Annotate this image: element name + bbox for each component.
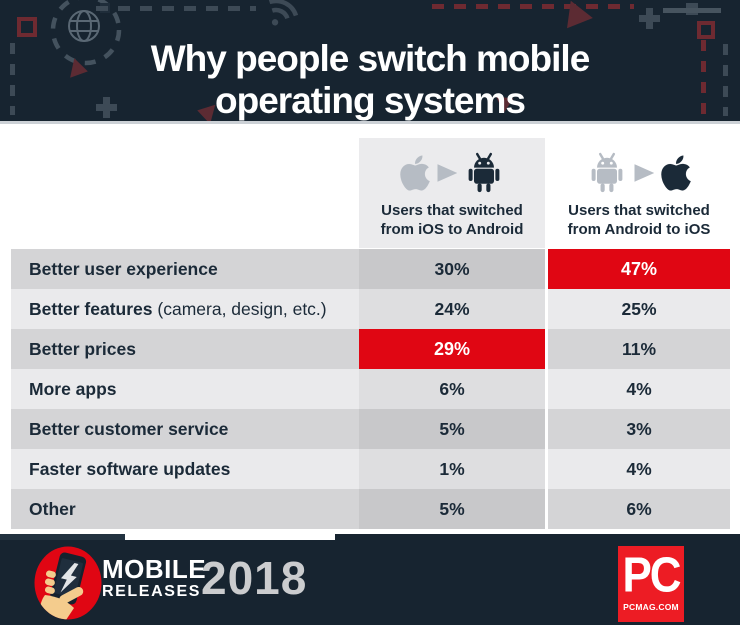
apple-icon bbox=[400, 155, 430, 191]
value-ios-to-android: 5% bbox=[359, 409, 545, 449]
header: Why people switch mobile operating syste… bbox=[0, 0, 740, 124]
table-row: More apps 6% 4% bbox=[11, 369, 730, 409]
android-icon bbox=[468, 152, 500, 193]
edition-year: 2018 bbox=[201, 552, 308, 604]
row-label: Better prices bbox=[11, 329, 359, 369]
pc-logo-text: PC bbox=[622, 547, 681, 603]
footer bbox=[0, 540, 740, 625]
caption-line-1: Users that switched bbox=[568, 202, 710, 219]
value-ios-to-android-highlighted: 29% bbox=[359, 329, 545, 369]
title-line-1: Why people switch mobile bbox=[150, 37, 591, 79]
row-label: Better user experience bbox=[11, 249, 359, 289]
table-row: Better prices 29% 11% bbox=[11, 329, 730, 369]
footer-step-decor bbox=[0, 534, 125, 540]
pcmag-logo: PC PCMAG.COM bbox=[618, 546, 684, 622]
page-title: Why people switch mobile operating syste… bbox=[0, 37, 740, 121]
table-row: Better customer service 5% 3% bbox=[11, 409, 730, 449]
value-android-to-ios: 6% bbox=[548, 489, 730, 529]
dashed-line-decor bbox=[723, 44, 728, 116]
table-row: Other 5% 6% bbox=[11, 489, 730, 529]
arrow-right-icon bbox=[634, 164, 654, 182]
pcmag-url: PCMAG.COM bbox=[623, 602, 679, 612]
square-outline-decor bbox=[697, 21, 715, 39]
row-label: Better customer service bbox=[11, 409, 359, 449]
caption-line-2: from Android to iOS bbox=[567, 221, 711, 238]
wifi-icon bbox=[268, 0, 299, 26]
plus-dots-icon bbox=[639, 8, 660, 29]
plus-dots-icon bbox=[96, 97, 117, 118]
column-header-android-to-ios: Users that switched from Android to iOS bbox=[548, 138, 730, 248]
dashed-line-decor bbox=[10, 43, 15, 115]
globe-icon bbox=[68, 10, 100, 42]
row-label: Faster software updates bbox=[11, 449, 359, 489]
value-ios-to-android: 30% bbox=[359, 249, 545, 289]
comparison-table: Better user experience 30% 47% Better fe… bbox=[11, 249, 730, 529]
value-android-to-ios: 4% bbox=[548, 369, 730, 409]
row-label: Better features (camera, design, etc.) bbox=[11, 289, 359, 329]
line-decor bbox=[663, 8, 721, 13]
series-line-1: MOBILE bbox=[102, 554, 207, 584]
table-row: Faster software updates 1% 4% bbox=[11, 449, 730, 489]
title-line-2: operating systems bbox=[215, 79, 526, 121]
arrow-right-icon bbox=[437, 164, 457, 182]
square-outline-decor bbox=[17, 17, 37, 37]
row-label: Other bbox=[11, 489, 359, 529]
column-caption: Users that switched from iOS to Android bbox=[359, 201, 545, 239]
dashed-line-decor bbox=[701, 40, 706, 115]
table-row: Better user experience 30% 47% bbox=[11, 249, 730, 289]
table-row: Better features (camera, design, etc.) 2… bbox=[11, 289, 730, 329]
column-caption: Users that switched from Android to iOS bbox=[548, 201, 730, 239]
apple-icon bbox=[661, 155, 691, 191]
column-header-ios-to-android: Users that switched from iOS to Android bbox=[359, 138, 545, 248]
dashed-line-decor bbox=[432, 4, 634, 9]
value-android-to-ios: 11% bbox=[548, 329, 730, 369]
switch-icons bbox=[359, 149, 545, 197]
value-ios-to-android: 5% bbox=[359, 489, 545, 529]
value-android-to-ios: 3% bbox=[548, 409, 730, 449]
android-icon bbox=[591, 152, 623, 193]
row-label: More apps bbox=[11, 369, 359, 409]
value-android-to-ios: 25% bbox=[548, 289, 730, 329]
value-ios-to-android: 24% bbox=[359, 289, 545, 329]
value-ios-to-android: 6% bbox=[359, 369, 545, 409]
caption-line-2: from iOS to Android bbox=[380, 221, 524, 238]
value-android-to-ios-highlighted: 47% bbox=[548, 249, 730, 289]
series-title: MOBILE RELEASES bbox=[102, 556, 206, 601]
dashed-line-decor bbox=[96, 6, 256, 11]
value-android-to-ios: 4% bbox=[548, 449, 730, 489]
value-ios-to-android: 1% bbox=[359, 449, 545, 489]
mobile-phone-badge-icon bbox=[34, 546, 102, 620]
caption-line-1: Users that switched bbox=[381, 202, 523, 219]
series-line-2: RELEASES bbox=[102, 583, 202, 600]
switch-icons bbox=[548, 149, 730, 197]
footer-step-decor bbox=[335, 534, 740, 540]
dashed-circle-decor bbox=[50, 0, 122, 66]
